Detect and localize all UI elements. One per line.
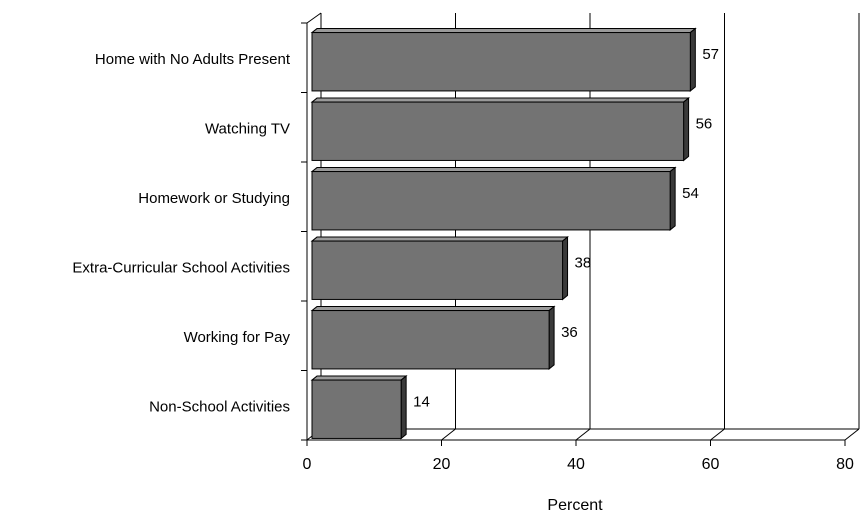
- y-category-label: Extra-Curricular School Activities: [72, 259, 290, 276]
- bar: [312, 380, 401, 438]
- bar-group: [312, 98, 689, 160]
- x-axis-title: Percent: [547, 497, 603, 514]
- bar: [312, 102, 684, 160]
- bar: [312, 172, 670, 230]
- floor-line-x-60: [711, 429, 725, 440]
- bar-top-face: [312, 237, 568, 241]
- bar-group: [312, 168, 675, 230]
- bar: [312, 33, 690, 91]
- bar-group: [312, 376, 406, 438]
- data-label: 54: [682, 185, 699, 202]
- bar-top-face: [312, 376, 406, 380]
- bar-side-face: [684, 98, 689, 160]
- y-category-label: Watching TV: [205, 120, 290, 137]
- bar: [312, 311, 549, 369]
- data-label: 36: [561, 324, 578, 341]
- x-tick-label: 0: [303, 456, 312, 473]
- y-category-label: Home with No Adults Present: [95, 51, 291, 68]
- y-category-label: Working for Pay: [184, 329, 291, 346]
- bar-side-face: [563, 237, 568, 299]
- bar-side-face: [401, 376, 406, 438]
- x-tick-label: 40: [567, 456, 585, 473]
- left-wall-top-edge: [307, 13, 321, 23]
- bar-side-face: [670, 168, 675, 230]
- bar-group: [312, 237, 568, 299]
- data-label: 38: [575, 254, 592, 271]
- data-label: 14: [413, 393, 430, 410]
- y-category-label: Homework or Studying: [138, 190, 290, 207]
- y-category-label: Non-School Activities: [149, 398, 290, 415]
- data-label: 57: [702, 46, 719, 63]
- floor-line-x-40: [576, 429, 590, 440]
- bar-top-face: [312, 29, 695, 33]
- x-tick-label: 60: [702, 456, 720, 473]
- bar-side-face: [690, 29, 695, 91]
- bar-top-face: [312, 307, 554, 311]
- bar-side-face: [549, 307, 554, 369]
- bar: [312, 241, 563, 299]
- data-label: 56: [696, 115, 713, 132]
- floor-line-x-20: [442, 429, 456, 440]
- floor-line-x-80: [845, 429, 859, 440]
- bar-group: [312, 29, 695, 91]
- bar-top-face: [312, 168, 675, 172]
- x-tick-label: 20: [433, 456, 451, 473]
- bar-top-face: [312, 98, 689, 102]
- x-tick-label: 80: [836, 456, 854, 473]
- bars-layer: [312, 29, 695, 439]
- bar-group: [312, 307, 554, 369]
